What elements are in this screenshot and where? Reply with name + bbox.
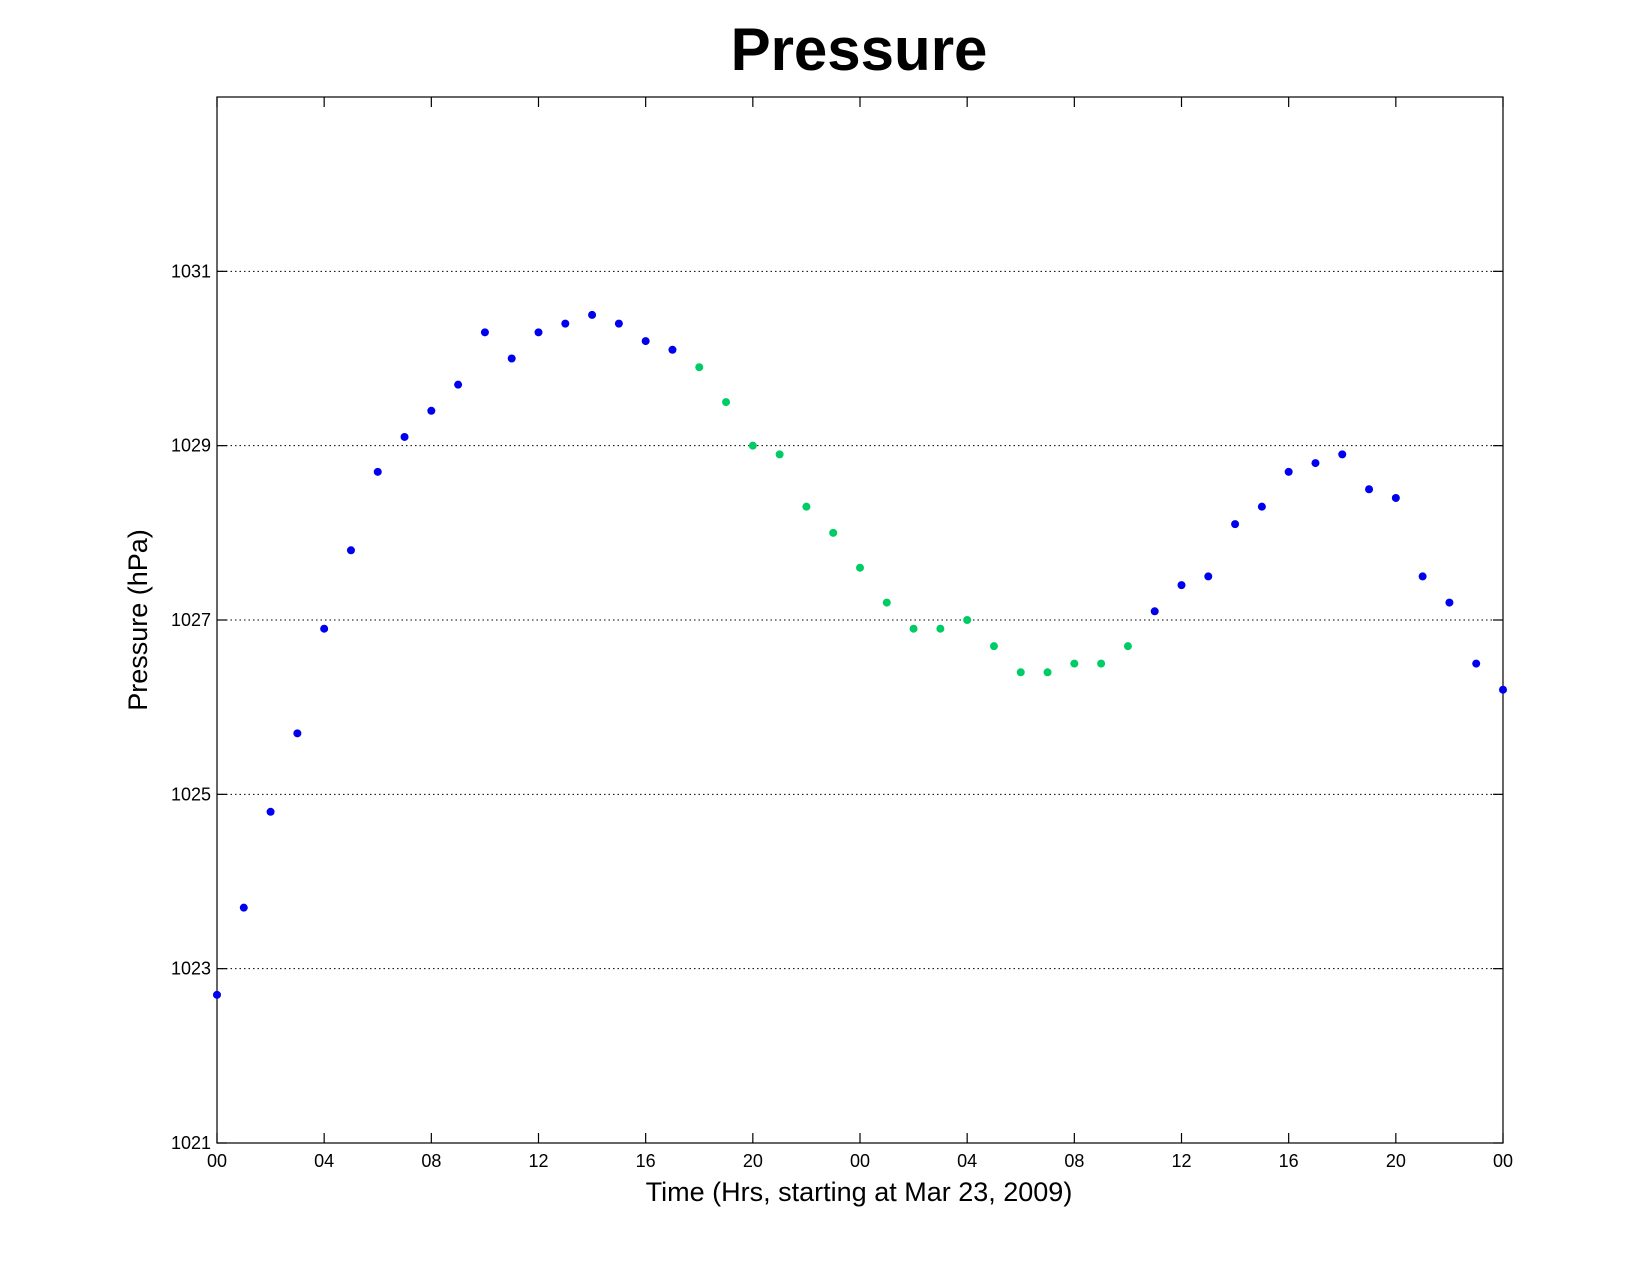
data-point <box>293 729 302 738</box>
data-point <box>239 903 248 912</box>
data-point <box>909 624 918 633</box>
data-point <box>1016 668 1025 677</box>
data-point <box>748 441 757 450</box>
x-axis-label: Time (Hrs, starting at Mar 23, 2009) <box>646 1177 1073 1207</box>
x-tick-label: 16 <box>1279 1151 1299 1171</box>
data-point <box>454 380 463 389</box>
data-point <box>534 328 543 337</box>
x-tick-label: 00 <box>1493 1151 1513 1171</box>
data-point <box>936 624 945 633</box>
data-point <box>668 345 677 354</box>
data-points <box>213 310 1507 999</box>
data-point <box>588 310 597 319</box>
data-point <box>1177 581 1186 590</box>
x-tick-label: 16 <box>636 1151 656 1171</box>
y-axis: 1021 1023 1025 1027 1029 1031 <box>171 261 1503 1153</box>
data-point <box>989 642 998 651</box>
x-tick-label: 20 <box>743 1151 763 1171</box>
data-point <box>614 319 623 328</box>
y-tick-label: 1029 <box>171 436 211 456</box>
data-point <box>1257 502 1266 511</box>
data-point <box>722 398 731 407</box>
data-point <box>641 337 650 346</box>
data-point <box>695 363 704 372</box>
x-tick-label: 20 <box>1386 1151 1406 1171</box>
data-point <box>1472 659 1481 668</box>
data-point <box>1123 642 1132 651</box>
data-point <box>1311 459 1320 468</box>
data-point <box>507 354 516 363</box>
data-point <box>1338 450 1347 459</box>
data-point <box>266 807 275 816</box>
y-tick-label: 1025 <box>171 784 211 804</box>
x-tick-label: 00 <box>207 1151 227 1171</box>
data-point <box>1097 659 1106 668</box>
data-point <box>1499 685 1507 694</box>
y-tick-label: 1031 <box>171 261 211 281</box>
data-point <box>213 990 221 999</box>
x-tick-label: 12 <box>1171 1151 1191 1171</box>
data-point <box>802 502 811 511</box>
chart-title: Pressure <box>731 16 988 83</box>
data-point <box>1445 598 1454 607</box>
data-point <box>1418 572 1427 581</box>
x-tick-label: 04 <box>957 1151 977 1171</box>
x-tick-label: 00 <box>850 1151 870 1171</box>
y-axis-label: Pressure (hPa) <box>123 529 153 711</box>
data-point <box>882 598 891 607</box>
data-point <box>320 624 329 633</box>
data-point <box>963 616 972 624</box>
x-axis: 00 04 08 12 16 20 00 04 08 12 16 20 00 <box>207 97 1513 1171</box>
x-tick-label: 08 <box>421 1151 441 1171</box>
x-tick-label: 04 <box>314 1151 334 1171</box>
data-point <box>829 528 838 537</box>
data-point <box>1043 668 1052 677</box>
data-point <box>373 467 382 476</box>
data-point <box>1150 607 1159 616</box>
data-point <box>480 328 489 337</box>
data-point <box>775 450 784 459</box>
data-point <box>400 432 409 441</box>
data-point <box>1391 493 1400 502</box>
data-point <box>1284 467 1293 476</box>
data-point <box>1204 572 1213 581</box>
y-tick-label: 1027 <box>171 610 211 630</box>
data-point <box>346 546 355 555</box>
data-point <box>1231 520 1240 529</box>
data-point <box>856 563 864 572</box>
x-tick-label: 12 <box>528 1151 548 1171</box>
y-tick-label: 1023 <box>171 959 211 979</box>
data-point <box>1070 659 1079 668</box>
data-point <box>427 406 436 415</box>
data-point <box>1365 485 1374 494</box>
data-point <box>561 319 570 328</box>
grid-lines <box>217 270 1503 970</box>
y-tick-label: 1021 <box>171 1133 211 1153</box>
x-tick-label: 08 <box>1064 1151 1084 1171</box>
